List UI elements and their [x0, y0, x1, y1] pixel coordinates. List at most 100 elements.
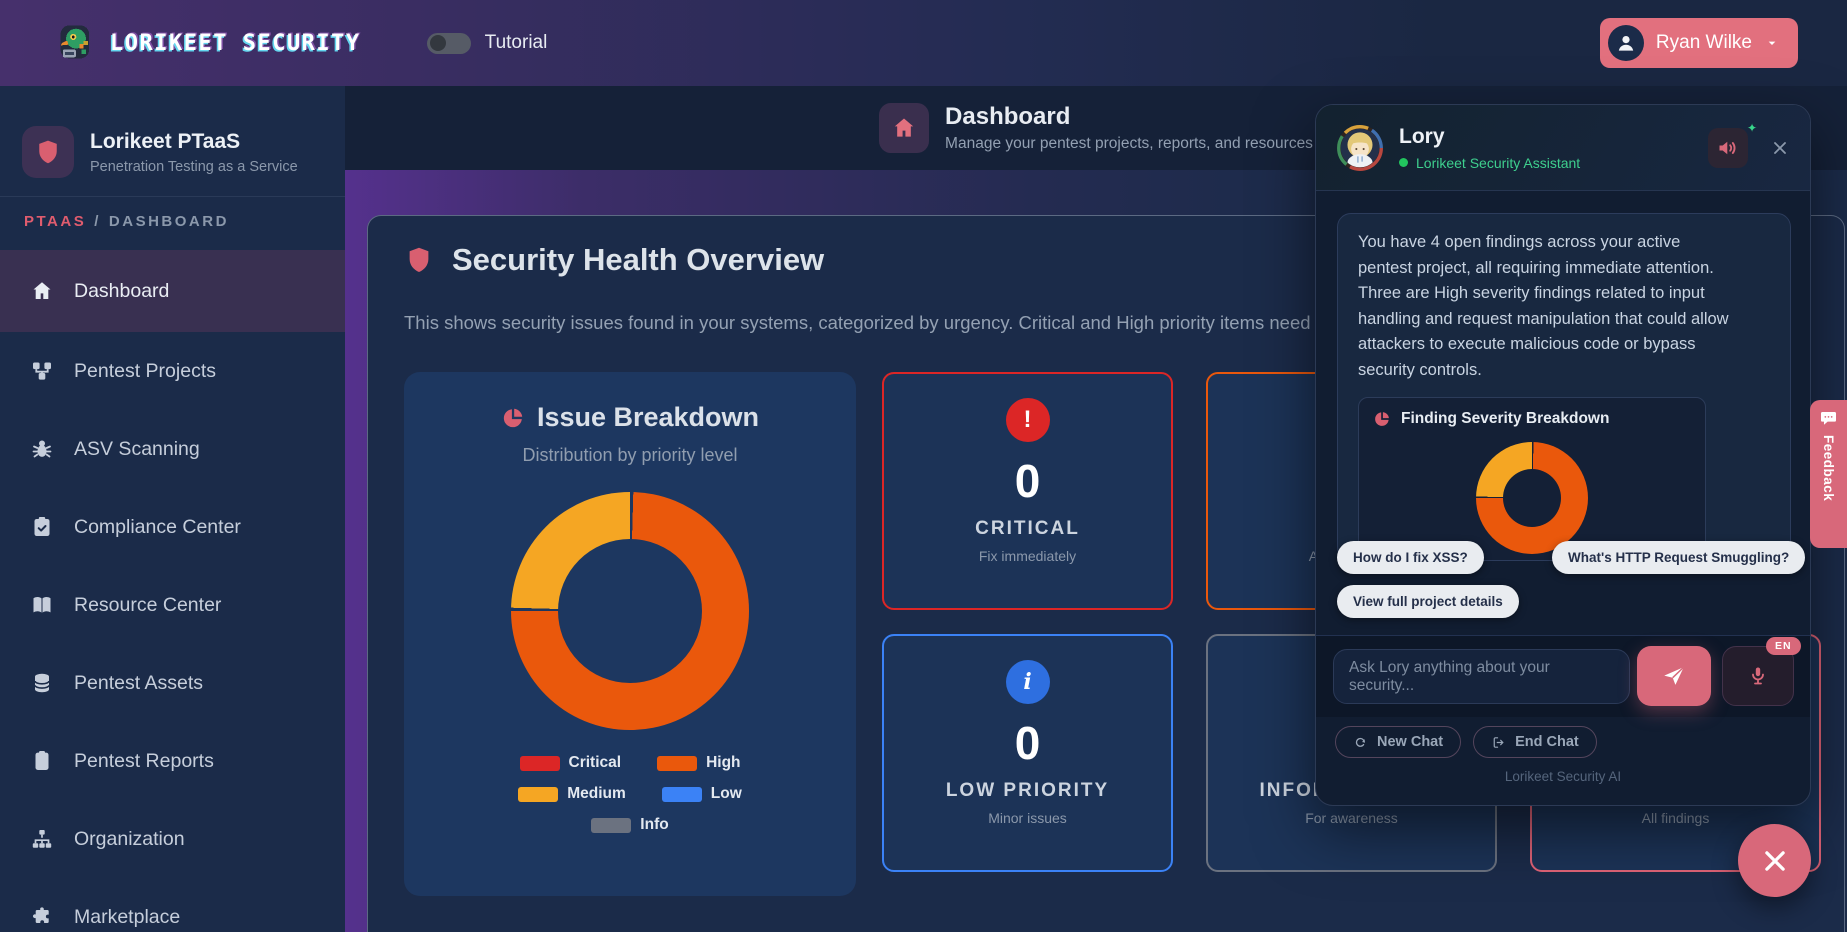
pie-chart-icon	[501, 406, 525, 430]
high-swatch	[657, 755, 698, 771]
feedback-tab[interactable]: Feedback	[1810, 400, 1847, 548]
sidebar-item-organization[interactable]: Organization	[0, 800, 345, 878]
end-chat-button[interactable]: End Chat	[1473, 726, 1597, 758]
assistant-name: Lory	[1399, 124, 1445, 148]
breadcrumb-section[interactable]: PTAAS	[24, 213, 87, 230]
feedback-label: Feedback	[1821, 435, 1836, 502]
microphone-button[interactable]	[1722, 646, 1794, 706]
alert-circle-icon: !	[1005, 398, 1050, 442]
puzzle-icon	[32, 907, 49, 923]
database-icon	[34, 673, 50, 693]
breadcrumb-page: DASHBOARD	[108, 213, 229, 230]
legend-item-medium: Medium	[518, 785, 626, 803]
legend-item-high: High	[657, 754, 741, 772]
book-icon	[33, 597, 51, 613]
low-count: 0	[1014, 717, 1041, 769]
speaker-button[interactable]: ✦	[1708, 121, 1757, 168]
chat-close-fab[interactable]	[1738, 824, 1811, 897]
send-button[interactable]	[1637, 646, 1711, 706]
bug-icon	[32, 440, 52, 458]
brand: LORIKEET SECURITY	[54, 21, 361, 65]
lorikeet-parrot-logo-icon	[54, 21, 98, 65]
sign-out-icon	[1493, 736, 1504, 748]
top-bar: LORIKEET SECURITY Tutorial Ryan Wilke	[0, 0, 1847, 86]
speech-bubble-icon	[1820, 412, 1837, 425]
info-swatch	[591, 817, 632, 833]
pie-chart-icon	[1373, 410, 1391, 428]
home-icon	[33, 282, 51, 299]
clipboard-check-icon	[34, 517, 50, 536]
online-status-dot	[1399, 158, 1408, 167]
sidebar-nav: Dashboard Pentest Projects ASV Scanning …	[0, 250, 345, 932]
section-description: This shows security issues found in your…	[404, 312, 1311, 333]
sidebar-item-compliance-center[interactable]: Compliance Center	[0, 488, 345, 566]
user-menu-button[interactable]: Ryan Wilke	[1599, 18, 1798, 68]
breadcrumb-separator: /	[94, 213, 101, 230]
user-avatar-icon	[1607, 25, 1644, 61]
brand-name: LORIKEET SECURITY	[110, 30, 361, 56]
shield-icon	[404, 245, 434, 275]
lory-chat-panel: Lory Lorikeet Security Assistant ✦ You h…	[1315, 104, 1811, 806]
clipboard-icon	[35, 751, 49, 770]
refresh-icon	[1355, 737, 1365, 747]
chart-subtitle: Distribution by priority level	[522, 445, 738, 465]
low-swatch	[661, 786, 702, 802]
low-priority-stat-card: i 0 LOW PRIORITY Minor issues	[882, 634, 1173, 872]
product-name: Lorikeet PTaaS	[90, 129, 241, 153]
suggestion-chip-request-smuggling[interactable]: What's HTTP Request Smuggling?	[1552, 541, 1806, 574]
chat-body: You have 4 open findings across your act…	[1316, 191, 1810, 805]
sidebar-item-pentest-projects[interactable]: Pentest Projects	[0, 332, 345, 410]
sidebar-item-marketplace[interactable]: Marketplace	[0, 878, 345, 932]
critical-swatch	[519, 755, 560, 771]
section-title: Security Health Overview	[452, 242, 825, 277]
legend-item-info: Info	[591, 816, 669, 834]
chat-input[interactable]	[1333, 649, 1630, 704]
chart-title: Issue Breakdown	[536, 402, 760, 432]
chevron-down-icon	[1764, 35, 1780, 51]
sidebar: Lorikeet PTaaS Penetration Testing as a …	[0, 86, 345, 932]
user-name: Ryan Wilke	[1655, 32, 1752, 53]
assistant-status: Lorikeet Security Assistant	[1416, 154, 1581, 171]
severity-chart-title: Finding Severity Breakdown	[1401, 410, 1610, 427]
legend-item-critical: Critical	[519, 754, 621, 772]
tutorial-toggle[interactable]	[426, 32, 471, 54]
sidebar-item-dashboard[interactable]: Dashboard	[0, 250, 345, 332]
product-header: Lorikeet PTaaS Penetration Testing as a …	[0, 86, 345, 197]
medium-swatch	[518, 786, 559, 802]
sparkle-icon: ✦	[1746, 120, 1757, 135]
home-icon	[879, 103, 930, 153]
sitemap-icon	[32, 830, 52, 848]
legend-item-low: Low	[661, 785, 742, 803]
assistant-message: You have 4 open findings across your act…	[1358, 233, 1729, 379]
breadcrumb: PTAAS / DASHBOARD	[0, 197, 345, 246]
severity-breakdown-card: Finding Severity Breakdown	[1358, 397, 1706, 560]
close-icon[interactable]	[1770, 138, 1790, 158]
close-icon	[1764, 850, 1785, 871]
critical-count: 0	[1014, 455, 1041, 507]
sidebar-item-pentest-reports[interactable]: Pentest Reports	[0, 722, 345, 800]
sidebar-item-pentest-assets[interactable]: Pentest Assets	[0, 644, 345, 722]
sidebar-item-asv-scanning[interactable]: ASV Scanning	[0, 410, 345, 488]
tutorial-control: Tutorial	[426, 32, 548, 54]
toggle-knob	[429, 35, 446, 51]
sidebar-item-resource-center[interactable]: Resource Center	[0, 566, 345, 644]
chat-footer: Lorikeet Security AI	[1504, 769, 1622, 784]
language-badge: EN	[1766, 637, 1801, 655]
tutorial-label: Tutorial	[484, 32, 548, 53]
suggestion-chip-project-details[interactable]: View full project details	[1337, 585, 1519, 618]
issue-breakdown-donut-chart	[511, 492, 749, 730]
chart-legend: Critical High Medium Low Info	[404, 754, 856, 834]
chat-header: Lory Lorikeet Security Assistant ✦	[1316, 105, 1810, 191]
page-title: Dashboard	[945, 103, 1071, 130]
issue-breakdown-card: Issue Breakdown Distribution by priority…	[404, 372, 856, 896]
product-subtitle: Penetration Testing as a Service	[90, 158, 298, 175]
page-subtitle: Manage your pentest projects, reports, a…	[945, 135, 1313, 152]
info-circle-icon: i	[1005, 660, 1050, 704]
share-nodes-icon	[33, 362, 51, 380]
assistant-message-bubble: You have 4 open findings across your act…	[1337, 213, 1791, 561]
severity-donut-chart	[1476, 442, 1588, 554]
lory-avatar	[1336, 124, 1384, 172]
suggestion-chip-fix-xss[interactable]: How do I fix XSS?	[1337, 541, 1484, 574]
new-chat-button[interactable]: New Chat	[1335, 726, 1462, 758]
critical-stat-card: ! 0 CRITICAL Fix immediately	[882, 372, 1173, 610]
